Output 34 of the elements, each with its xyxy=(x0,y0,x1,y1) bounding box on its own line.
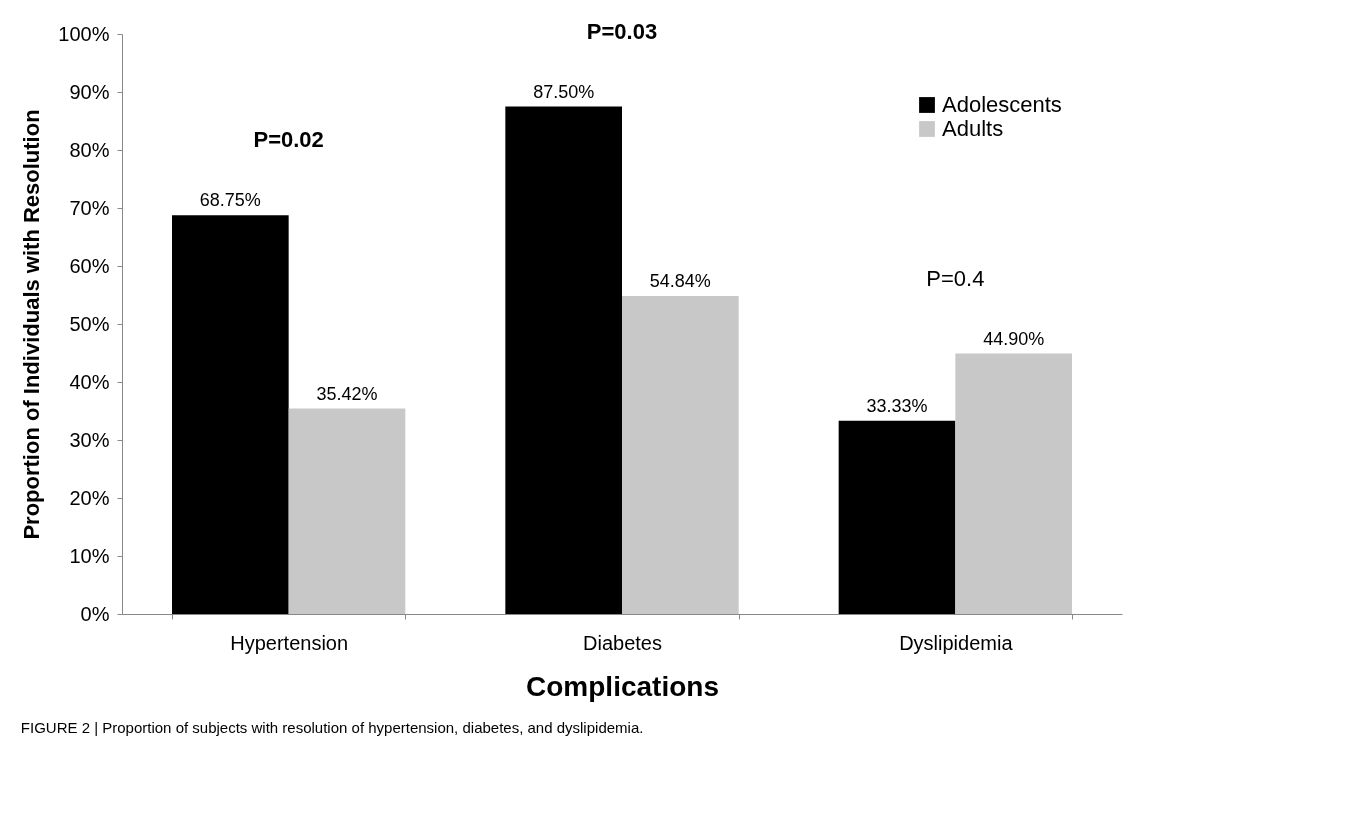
data-label: 68.75% xyxy=(199,190,261,211)
y-tick-label: 0% xyxy=(80,602,110,625)
y-tick-label: 30% xyxy=(69,428,110,451)
data-label: 33.33% xyxy=(866,395,928,416)
bar xyxy=(505,106,622,614)
y-tick-label: 60% xyxy=(69,254,110,277)
y-tick-label: 10% xyxy=(69,544,110,567)
x-axis-title: Complications xyxy=(526,670,719,702)
y-tick-label: 70% xyxy=(69,196,110,219)
data-label: 87.50% xyxy=(533,81,595,102)
bar xyxy=(622,295,739,614)
x-tick-label: Dyslipidemia xyxy=(899,631,1014,654)
x-tick-label: Hypertension xyxy=(230,631,349,654)
bar xyxy=(838,420,956,614)
y-tick-label: 80% xyxy=(69,138,110,161)
data-label: 35.42% xyxy=(316,383,378,404)
y-tick-label: 20% xyxy=(69,486,110,509)
data-label: 44.90% xyxy=(983,328,1045,349)
legend-label: Adults xyxy=(942,116,1004,141)
caption: FIGURE 2 | Proportion of subjects with resolution of hypertension, diabetes, and dyslipidemia. xyxy=(20,719,644,736)
x-tick-label: Diabetes xyxy=(583,631,662,654)
y-tick-label: 40% xyxy=(69,370,110,393)
annotation: P=0.03 xyxy=(586,18,658,44)
annotation: P=0.4 xyxy=(926,265,985,291)
bar xyxy=(172,215,289,614)
legend-label: Adolescents xyxy=(942,92,1062,117)
annotation: P=0.02 xyxy=(253,127,324,153)
bar xyxy=(288,408,406,614)
y-tick-label: 90% xyxy=(69,80,110,103)
y-tick-label: 100% xyxy=(58,22,110,45)
data-label: 54.84% xyxy=(649,270,711,291)
bar xyxy=(955,353,1072,614)
y-tick-label: 50% xyxy=(69,312,110,335)
y-axis-title: Proportion of Individuals with Resolution xyxy=(19,109,45,540)
